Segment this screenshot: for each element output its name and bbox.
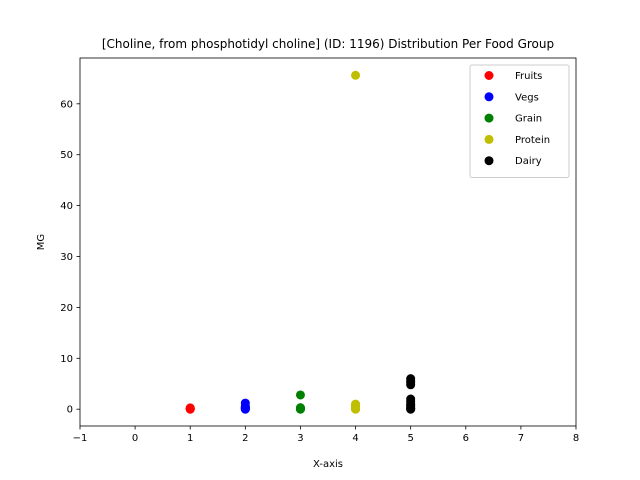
- data-point-dairy: [406, 374, 416, 384]
- y-tick-label: 60: [60, 99, 73, 110]
- y-axis-label: MG: [36, 234, 47, 250]
- data-point-grain: [295, 403, 305, 413]
- data-point-protein: [351, 399, 361, 409]
- chart-title: [Choline, from phosphotidyl choline] (ID…: [102, 37, 554, 51]
- x-tick-label: 6: [463, 433, 469, 444]
- data-point-vegs: [240, 398, 250, 408]
- legend-marker-fruits: [484, 71, 494, 80]
- x-tick-label: 1: [187, 433, 193, 444]
- data-point-grain: [295, 390, 305, 400]
- y-tick-label: 20: [60, 303, 73, 314]
- x-tick-label: 7: [518, 433, 524, 444]
- legend-label-protein: Protein: [515, 135, 550, 146]
- legend-label-vegs: Vegs: [515, 92, 539, 103]
- x-tick-label: 2: [242, 433, 248, 444]
- legend-label-fruits: Fruits: [515, 71, 542, 82]
- axes-frame: [79, 57, 577, 427]
- data-point-protein: [351, 70, 361, 80]
- x-tick-label: −1: [73, 433, 88, 444]
- legend-label-dairy: Dairy: [515, 156, 542, 167]
- legend-marker-grain: [484, 113, 494, 123]
- x-tick-label: 3: [297, 433, 303, 444]
- legend-frame: [469, 64, 570, 178]
- y-tick-label: 50: [60, 150, 73, 161]
- legend-marker-dairy: [484, 156, 494, 166]
- y-tick-label: 30: [60, 252, 73, 263]
- x-tick-label: 5: [407, 433, 413, 444]
- y-tick-label: 0: [67, 405, 73, 416]
- legend-marker-vegs: [484, 92, 494, 102]
- x-tick-label: 0: [132, 433, 138, 444]
- x-tick-label: 4: [352, 433, 358, 444]
- legend-label-grain: Grain: [515, 114, 542, 125]
- y-tick-label: 40: [60, 201, 73, 212]
- data-point-dairy: [406, 394, 416, 404]
- data-point-fruits: [185, 403, 195, 413]
- x-tick-label: 8: [573, 433, 579, 444]
- plot-area: −1 0 1 2 3 4 5 6 7 8 0 10 20 30 40 50 60: [60, 57, 579, 444]
- legend-marker-protein: [484, 134, 494, 144]
- legend: Fruits Vegs Grain Protein Dairy: [469, 64, 570, 178]
- y-tick-label: 10: [60, 354, 73, 365]
- x-axis-label: X-axis: [313, 459, 343, 470]
